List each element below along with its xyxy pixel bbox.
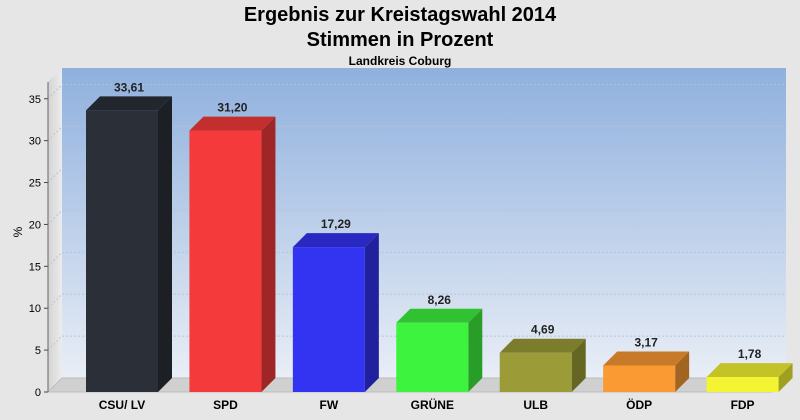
- bar-side: [571, 338, 586, 392]
- bar-top: [86, 96, 172, 111]
- bar-side: [468, 308, 483, 392]
- bar-side: [778, 363, 793, 392]
- bar-top: [706, 363, 793, 378]
- y-tick-label: 15: [29, 261, 41, 273]
- data-label: 3,17: [634, 335, 658, 349]
- bar-side: [158, 96, 172, 392]
- data-label: 31,20: [217, 101, 247, 115]
- chart-caption: Landkreis Coburg: [348, 54, 452, 68]
- side-wall: [48, 68, 62, 392]
- y-axis-label: %: [11, 226, 25, 237]
- x-tick-label: ÖDP: [626, 397, 652, 412]
- bar: [706, 377, 779, 392]
- x-tick-label: SPD: [213, 398, 238, 412]
- bar-top: [189, 116, 276, 131]
- bar-top: [603, 351, 690, 366]
- bar-top: [396, 308, 483, 323]
- bar-top: [292, 233, 379, 248]
- x-tick-label: FW: [320, 398, 339, 412]
- bar: [189, 130, 262, 392]
- bar: [292, 247, 365, 392]
- y-tick-label: 5: [35, 345, 41, 357]
- data-label: 1,78: [738, 347, 762, 361]
- data-label: 4,69: [531, 323, 555, 337]
- x-tick-label: ULB: [523, 398, 548, 412]
- bar-side: [261, 116, 276, 392]
- x-tick-label: FDP: [731, 398, 755, 412]
- y-tick-label: 25: [29, 178, 41, 190]
- bar: [396, 322, 469, 392]
- y-tick-label: 30: [29, 136, 41, 148]
- bar: [603, 365, 676, 392]
- data-label: 8,26: [428, 293, 452, 307]
- bar-side: [364, 233, 379, 392]
- bar: [86, 110, 158, 392]
- y-tick-label: 0: [35, 387, 41, 399]
- bar: [499, 352, 572, 392]
- x-tick-label: GRÜNE: [411, 397, 454, 412]
- chart-subtitle: Stimmen in Prozent: [306, 29, 494, 51]
- bar-top: [499, 338, 586, 353]
- chart-title: Ergebnis zur Kreistagswahl 2014: [243, 4, 557, 26]
- x-tick-label: CSU/ LV: [99, 398, 145, 412]
- y-tick-label: 20: [29, 219, 41, 231]
- y-tick-label: 10: [29, 303, 41, 315]
- bar-side: [675, 351, 690, 392]
- data-label: 33,61: [114, 80, 144, 94]
- y-tick-label: 35: [29, 94, 41, 106]
- data-label: 17,29: [321, 217, 351, 231]
